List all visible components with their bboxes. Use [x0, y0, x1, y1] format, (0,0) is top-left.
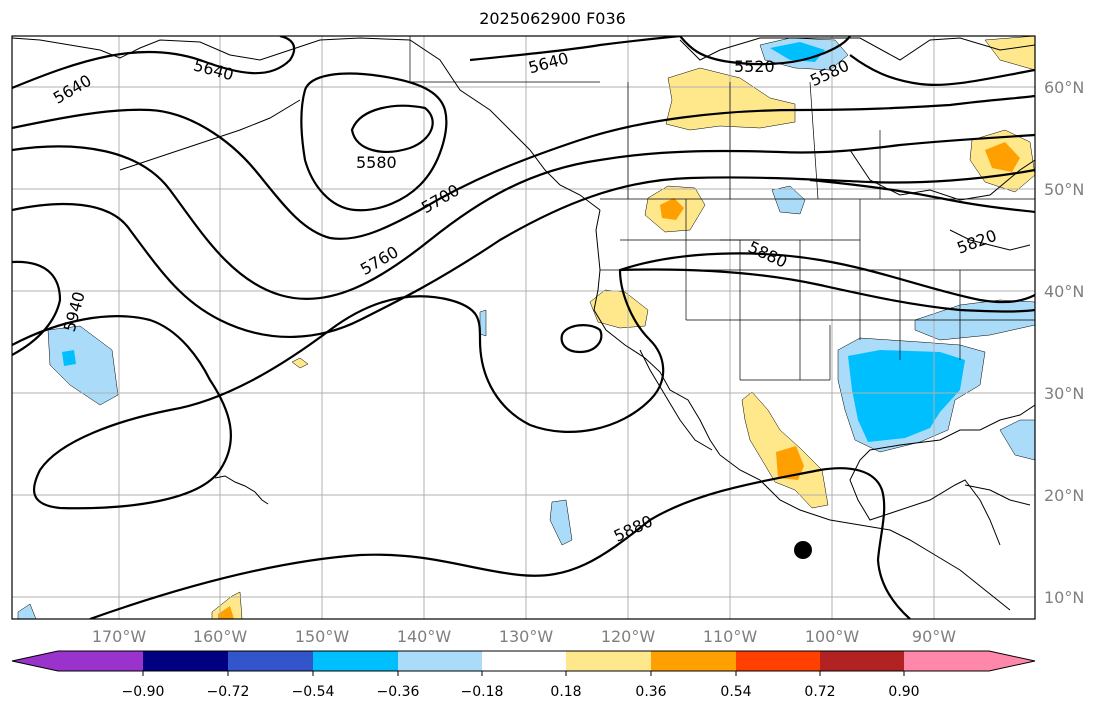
colorbar-segment [566, 651, 651, 671]
coast-bc [593, 209, 721, 456]
lat-label: 30°N [1044, 384, 1084, 403]
height-contours [12, 36, 1035, 619]
colorbar-segment [58, 651, 143, 671]
longitude-labels: 170°W 160°W 150°W 140°W 130°W 120°W 110°… [92, 627, 956, 646]
colorbar-segment [143, 651, 228, 671]
colorbar-tick-label: −0.72 [207, 684, 250, 700]
colorbar-segment [736, 651, 820, 671]
pos-anomaly-pacific-dot1 [291, 357, 309, 369]
coast-aleutians [119, 99, 301, 171]
colorbar-segment [313, 651, 398, 671]
pos-anomaly-mexico-core [776, 446, 804, 480]
lat-label: 40°N [1044, 282, 1084, 301]
contour-5880-south [89, 467, 911, 619]
map-title: 2025062900 F036 [479, 9, 626, 28]
colorbar-segment [398, 651, 482, 671]
contour-5580-outer [12, 94, 1035, 240]
pos-anomaly-idaho-core [660, 198, 684, 220]
lon-label: 90°W [912, 627, 956, 646]
colorbar-segment [904, 651, 989, 671]
coast-hawaii [214, 475, 269, 505]
neg-anomaly-sw-corner [17, 603, 37, 619]
contour-5880-mid [619, 268, 1035, 313]
contour-5940-loop [560, 324, 603, 354]
neg-anomaly-gulf-core [848, 350, 965, 442]
colorbar-segment [482, 651, 566, 671]
contour-5580-low [350, 104, 434, 153]
contour-5880-main [12, 252, 1035, 510]
colorbar-outline [11, 650, 1036, 672]
contour-5640-west [12, 36, 296, 90]
contour-5880-north-loop [809, 178, 1035, 214]
coast-gulf [849, 404, 1035, 546]
colorbar-tick-label: 0.18 [550, 684, 581, 700]
lon-label: 100°W [805, 627, 860, 646]
coast-canada-north [679, 37, 1035, 61]
contour-5580-canada [849, 54, 1035, 86]
colorbar-tick-label: 0.90 [888, 684, 919, 700]
colorbar-segment [651, 651, 736, 671]
colorbar: −0.90 −0.72 −0.54 −0.36 −0.18 0.18 0.36 … [11, 650, 1036, 700]
colorbar-segment [820, 651, 904, 671]
colorbar-tick-label: −0.18 [461, 684, 504, 700]
contour-5520 [679, 36, 851, 66]
coast-great-lakes [949, 229, 1031, 251]
neg-anomaly-pacific-west [47, 325, 119, 406]
latitude-labels: 60°N 50°N 40°N 30°N 20°N 10°N [1044, 78, 1084, 607]
contour-label: 5520 [734, 57, 775, 76]
contour-5760 [12, 168, 1035, 339]
lat-label: 50°N [1044, 180, 1084, 199]
contour-label: 5580 [356, 153, 397, 172]
coast-mexico-west [719, 454, 1011, 611]
pos-anomaly-ne-corner [984, 36, 1035, 71]
neg-anomaly-pacific-south [549, 499, 573, 546]
contour-5820 [12, 260, 62, 356]
map-background [12, 36, 1035, 619]
lat-label: 60°N [1044, 78, 1084, 97]
coast-caribbean [964, 484, 1031, 506]
neg-anomaly-florida [999, 419, 1035, 461]
colorbar-tick-label: 0.72 [804, 684, 835, 700]
colorbar-tick-label: −0.54 [292, 684, 335, 700]
neg-anomaly-pacific-west-core [62, 350, 76, 366]
coast-baja [639, 349, 713, 451]
lon-label: 130°W [499, 627, 554, 646]
neg-anomaly-montana [771, 185, 806, 215]
lat-label: 10°N [1044, 588, 1084, 607]
lon-label: 110°W [703, 627, 758, 646]
colorbar-tick-label: 0.36 [635, 684, 666, 700]
lon-label: 160°W [193, 627, 248, 646]
colorbar-tick-label: 0.54 [720, 684, 751, 700]
colorbar-segment [228, 651, 313, 671]
colorbar-tick-label: −0.36 [377, 684, 420, 700]
pos-anomaly-hudson-core [985, 142, 1020, 172]
lat-label: 20°N [1044, 486, 1084, 505]
lon-label: 170°W [92, 627, 147, 646]
contour-5580-loop [300, 72, 448, 212]
contour-5640-north [469, 36, 681, 62]
colorbar-right-extend [989, 651, 1035, 671]
pos-anomaly-south-pacific-core [218, 606, 234, 619]
colorbar-left-extend [12, 651, 58, 671]
lon-label: 140°W [397, 627, 452, 646]
storm-center-marker [794, 541, 812, 559]
contour-5700 [12, 133, 1035, 300]
lon-label: 150°W [295, 627, 350, 646]
gridlines [12, 36, 1035, 619]
lon-label: 120°W [601, 627, 656, 646]
colorbar-tick-label: −0.90 [122, 684, 165, 700]
map-border [11, 35, 1036, 620]
